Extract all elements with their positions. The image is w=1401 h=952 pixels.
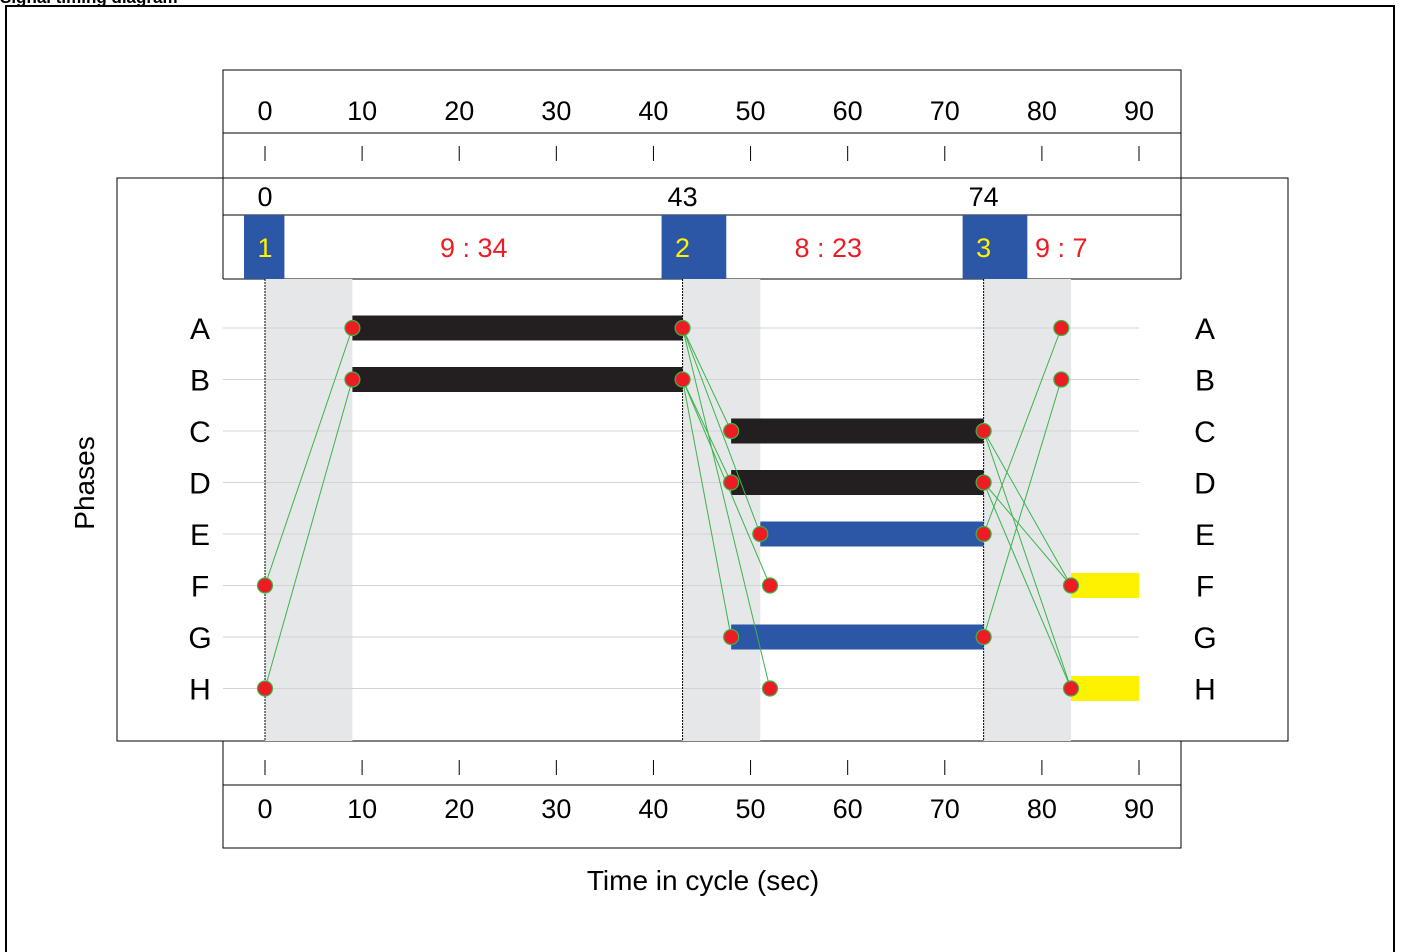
stage-box xyxy=(661,215,727,279)
phase-label-left: E xyxy=(190,519,210,552)
intergreen-shade xyxy=(983,279,1072,741)
phase-label-left: H xyxy=(189,674,211,707)
stage-split-label: 9 : 7 xyxy=(1035,233,1088,263)
phase-event-dot xyxy=(975,422,992,440)
phase-green-bar xyxy=(352,367,683,392)
phase-event-dot xyxy=(1053,371,1070,388)
stage-start-label: 0 xyxy=(257,182,272,212)
intergreen-link xyxy=(264,327,353,586)
phase-label-left: C xyxy=(189,416,211,449)
top-tick-label: 80 xyxy=(1027,96,1057,126)
phase-event-dot xyxy=(975,525,992,543)
phase-event-dot xyxy=(723,422,740,440)
bottom-tick-label: 90 xyxy=(1124,794,1154,824)
phase-green-bar xyxy=(352,315,683,341)
phase-event-dot xyxy=(1053,319,1070,337)
intergreen-link xyxy=(983,430,1072,689)
bottom-tick-label: 60 xyxy=(833,794,863,824)
phase-green-bar xyxy=(731,624,984,650)
intergreen-link xyxy=(682,379,732,483)
bottom-tick-label: 40 xyxy=(638,794,668,824)
intergreen-link xyxy=(983,430,1072,586)
top-tick-label: 50 xyxy=(736,96,766,126)
bottom-tick-label: 70 xyxy=(930,794,960,824)
phase-green-bar xyxy=(1071,573,1139,598)
phase-label-right: A xyxy=(1195,313,1215,346)
intergreen-link xyxy=(983,482,1072,689)
phase-label-left: A xyxy=(190,313,210,346)
intergreen-link xyxy=(682,327,732,432)
bottom-tick-label: 80 xyxy=(1027,794,1057,824)
phase-label-right: G xyxy=(1193,622,1216,655)
intergreen-link xyxy=(983,327,1062,535)
phase-green-bar xyxy=(1071,676,1139,701)
phase-event-dot xyxy=(975,628,992,646)
phase-event-dot xyxy=(975,474,992,491)
intergreen-link xyxy=(682,379,732,638)
phase-event-dot xyxy=(1062,680,1080,697)
intergreen-link xyxy=(682,327,771,689)
top-tick-label: 60 xyxy=(833,96,863,126)
top-tick-label: 0 xyxy=(257,96,272,126)
phase-label-right: E xyxy=(1195,519,1215,552)
x-axis-label: Time in cycle (sec) xyxy=(587,865,819,896)
phase-green-bar xyxy=(731,470,984,495)
phase-event-dot xyxy=(674,319,691,337)
top-tick-label: 30 xyxy=(541,96,571,126)
phase-event-dot xyxy=(256,577,274,594)
y-axis-label: Phases xyxy=(69,436,100,529)
bottom-tick-label: 50 xyxy=(736,794,766,824)
page-title: Signal timing diagram xyxy=(0,0,178,8)
phase-event-dot xyxy=(761,680,779,697)
bottom-tick-label: 0 xyxy=(257,794,272,824)
phase-event-dot xyxy=(1062,577,1080,594)
phase-green-bar xyxy=(760,521,984,547)
phase-event-dot xyxy=(752,525,769,543)
phase-event-dot xyxy=(761,577,779,594)
phase-event-dot xyxy=(256,680,274,697)
stage-box xyxy=(244,215,285,279)
top-tick-label: 20 xyxy=(444,96,474,126)
phase-label-left: B xyxy=(190,365,210,398)
phase-event-dot xyxy=(723,474,740,491)
stage-split-label: 9 : 34 xyxy=(440,233,508,263)
phase-event-dot xyxy=(723,628,740,646)
phase-event-dot xyxy=(344,371,361,388)
phase-label-right: C xyxy=(1194,416,1216,449)
phase-label-right: F xyxy=(1196,571,1214,604)
top-tick-label: 10 xyxy=(347,96,377,126)
phase-event-dot xyxy=(674,371,691,388)
intergreen-shade xyxy=(682,279,761,741)
stage-box xyxy=(962,215,1028,279)
phase-event-dot xyxy=(344,319,361,337)
phase-label-right: H xyxy=(1194,674,1216,707)
phase-label-left: G xyxy=(188,622,211,655)
phase-label-left: F xyxy=(191,571,209,604)
top-tick-label: 90 xyxy=(1124,96,1154,126)
intergreen-link xyxy=(682,327,761,535)
stage-number: 3 xyxy=(976,233,991,263)
phase-label-left: D xyxy=(189,468,211,501)
stage-split-label: 8 : 23 xyxy=(794,233,862,263)
bottom-tick-label: 20 xyxy=(444,794,474,824)
phase-green-bar xyxy=(731,418,984,444)
intergreen-link xyxy=(264,379,353,689)
top-tick-label: 40 xyxy=(638,96,668,126)
stage-number: 1 xyxy=(257,233,272,263)
intergreen-shade xyxy=(265,279,353,741)
stage-number: 2 xyxy=(675,233,690,263)
bottom-tick-label: 10 xyxy=(347,794,377,824)
intergreen-link xyxy=(983,379,1062,638)
phase-label-right: D xyxy=(1194,468,1216,501)
diagram-frame xyxy=(5,5,1395,952)
stage-start-label: 74 xyxy=(969,182,999,212)
bottom-tick-label: 30 xyxy=(541,794,571,824)
stage-start-label: 43 xyxy=(668,182,698,212)
intergreen-link xyxy=(983,482,1072,586)
phase-label-right: B xyxy=(1195,365,1215,398)
top-tick-label: 70 xyxy=(930,96,960,126)
